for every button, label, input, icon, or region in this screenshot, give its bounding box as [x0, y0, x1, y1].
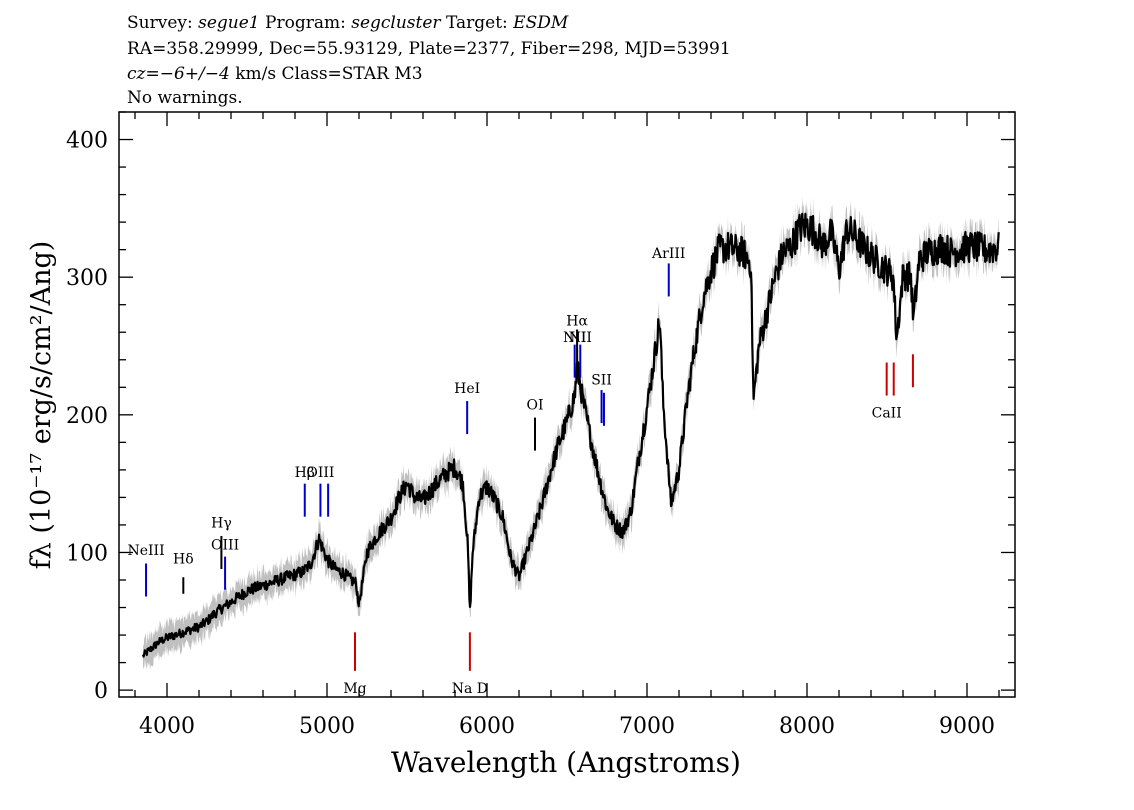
- series-layer: [141, 212, 1000, 658]
- line-marker-label-14: SII: [591, 373, 612, 389]
- cz-equals: =: [145, 64, 160, 84]
- line-marker-label-1: Hδ: [173, 551, 194, 567]
- y-axis-label: fλ (10⁻¹⁷ erg/s/cm²/Ang): [26, 241, 57, 570]
- x-tick-label: 4000: [139, 714, 195, 739]
- program-label: Program:: [259, 13, 352, 33]
- line-marker-label-5: OIII: [306, 465, 334, 481]
- target-label: Target:: [440, 13, 514, 33]
- y-tick-label: 0: [94, 679, 108, 704]
- line-marker-label-17: CaII: [872, 406, 902, 422]
- line-marker-label-8: HeI: [454, 381, 480, 397]
- line-marker-label-7: Mg: [343, 681, 366, 697]
- y-tick-label: 100: [66, 541, 108, 566]
- cz-value: −6+/−4: [159, 64, 230, 84]
- cz-label: cz: [127, 64, 146, 84]
- survey-value: segue1: [198, 13, 260, 33]
- line-marker-label-13: NII: [569, 330, 592, 346]
- line-marker-label-10: OI: [526, 397, 543, 413]
- x-tick-label: 5000: [299, 714, 355, 739]
- line-marker-label-12: Hα: [566, 313, 588, 329]
- x-tick-label: 6000: [459, 714, 515, 739]
- line-marker-label-4: Hβ: [295, 465, 315, 481]
- line-marker-label-0: NeIII: [127, 543, 164, 559]
- header-line-1: Survey: segue1 Program: segcluster Targe…: [127, 12, 568, 34]
- x-tick-label: 8000: [779, 714, 835, 739]
- x-tick-label: 9000: [939, 714, 995, 739]
- line-marker-label-9: Na D: [452, 681, 488, 697]
- error-band: [143, 196, 999, 671]
- header-line-3: cz=−6+/−4 km/s Class=STAR M3: [127, 63, 423, 85]
- target-value: ESDM: [513, 13, 569, 33]
- y-tick-label: 200: [66, 404, 108, 429]
- y-tick-label: 400: [66, 129, 108, 154]
- axes-layer: 4000 5000 6000 7000 8000 9000 0 100 200 300 400: [66, 111, 1016, 739]
- line-marker-label-16: ArIII: [651, 246, 685, 262]
- x-axis-label: Wavelength (Angstroms): [391, 746, 741, 779]
- line-marker-label-11: NII: [563, 330, 586, 346]
- header-line-2: RA=358.29999, Dec=55.93129, Plate=2377, …: [127, 39, 731, 59]
- header-line-4: No warnings.: [127, 88, 243, 108]
- line-marker-label-2: Hγ: [211, 516, 232, 532]
- survey-label: Survey:: [127, 13, 199, 33]
- line-marker-label-3: OIII: [211, 538, 239, 554]
- x-tick-label: 7000: [619, 714, 675, 739]
- plot-frame: [118, 111, 1016, 698]
- cz-unit-class: km/s Class=STAR M3: [229, 64, 423, 84]
- flux-series-line: [141, 212, 1000, 658]
- error-band-layer: [143, 196, 999, 671]
- program-value: segcluster: [351, 13, 441, 33]
- y-tick-label: 300: [66, 266, 108, 291]
